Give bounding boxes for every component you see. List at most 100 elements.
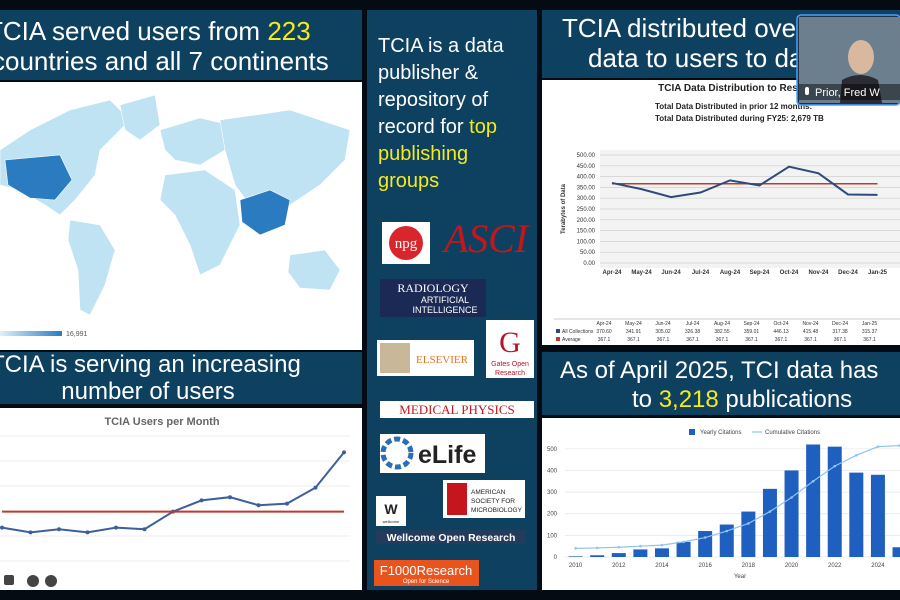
x-axis-label: Year [734,574,746,580]
name-label-bg [799,84,900,100]
heading-text: TCIA served users from [0,16,267,46]
logo-box [380,401,534,418]
toolbar-button[interactable] [27,575,39,587]
y-tick-label: 300.00 [577,196,596,202]
table-header: Aug-24 [714,321,730,327]
logo-text: Research [495,370,525,377]
x-tick-label: 2016 [698,563,712,569]
toolbar-button[interactable] [4,575,14,585]
x-tick-label: Aug-24 [720,270,741,276]
bar [590,555,605,557]
heading-panel [0,10,362,80]
highlight: 3,218 [659,386,719,413]
table-header: Sep-24 [743,321,759,327]
legend-label: Cumulative Citations [765,430,820,436]
logo-text: MEDICAL PHYSICS [399,402,514,417]
logo-text: RADIOLOGY [397,281,469,295]
heading: As of April 2025, TCI data has [560,357,878,384]
logo-text: F1000Research [380,563,473,578]
toolbar-button[interactable] [45,575,57,587]
table-header: Dec-24 [832,321,848,327]
table-cell: 367.1 [863,337,876,343]
x-tick-label: 2018 [742,563,756,569]
table-header: Jan-25 [862,321,878,327]
heading-text: publications [719,386,852,413]
heading-panel [542,352,900,415]
y-tick-label: 50.00 [580,250,596,256]
table-row-label: All Collections [562,329,594,335]
x-tick-label: Jan-25 [868,270,888,276]
point [660,543,664,547]
x-tick-label: 2020 [785,563,799,569]
logo-text: npg [395,236,418,252]
legend-label: Yearly Citations [700,430,741,436]
x-tick-label: May-24 [631,270,652,276]
x-tick-label: Dec-24 [838,270,858,276]
chart-title: TCIA Users per Month [104,416,219,428]
bar [568,556,583,557]
x-tick-label: Jun-24 [661,270,681,276]
australia [287,249,341,291]
point [617,545,621,549]
point [833,464,837,468]
logo-text: W [384,501,398,517]
table-cell: 382.55 [714,329,730,335]
table-cell: 367.1 [657,337,670,343]
table-cell: 367.1 [598,337,611,343]
x-tick-label: 2010 [569,563,583,569]
logo-box [376,496,406,526]
map-legend-label: 16,991 [66,331,88,338]
logo-text: INTELLIGENCE [412,305,477,315]
chart-title: TCIA Data Distribution to Res [658,83,798,94]
table-cell: 415.48 [803,329,819,335]
bar [762,488,777,557]
logo-text: ARTIFICIAL [421,295,469,305]
text-line: repository of [378,89,488,111]
chart-subtitle: Total Data Distributed during FY25: 2,67… [655,114,824,123]
x-tick-label: Jul-24 [692,270,710,276]
bar [870,474,885,557]
logo-text: G [499,326,521,359]
bar [806,444,821,557]
bar [633,549,648,557]
logo-mark [380,436,414,470]
heading-panel [0,352,362,404]
x-tick-label: 2024 [871,563,885,569]
point [57,527,61,532]
y-tick-label: 350.00 [577,185,596,191]
table-cell: 326.38 [685,329,701,335]
highlight: publishing [378,143,468,165]
text-line: record for top [378,116,497,138]
logo-mark [380,343,410,373]
y-tick-label: 400 [547,468,558,474]
y-tick-label: 250.00 [577,207,596,213]
y-tick-label: 400.00 [577,175,596,181]
table-header: Nov-24 [802,321,818,327]
bar [784,470,799,557]
logo-text: eLife [418,441,476,469]
point [855,454,858,457]
table-cell: 446.13 [773,329,789,335]
logo-text: Open for Science [403,579,450,585]
point [574,547,577,550]
logo-text: SOCIETY FOR [471,498,515,505]
bar [611,553,626,557]
table-header: May-24 [625,321,642,327]
logo-box [486,320,534,378]
heading: countries and all 7 continents [0,46,329,76]
y-tick-label: 500 [547,447,558,453]
table-cell: 367.1 [804,337,817,343]
heading: data to users to da [588,43,804,73]
africa [159,169,241,276]
logo-box [374,560,479,586]
legend-key [689,429,695,435]
heading: TCIA distributed ove [562,13,796,43]
y-tick-label: 0 [554,555,558,561]
table-cell: 367.1 [745,337,758,343]
point [28,530,33,535]
y-axis-label: Terabytes of Data [561,183,567,234]
y-tick-label: 200.00 [577,218,596,224]
table-cell: 370.60 [596,329,612,335]
table-cell: 359.01 [744,329,760,335]
point [285,501,289,506]
